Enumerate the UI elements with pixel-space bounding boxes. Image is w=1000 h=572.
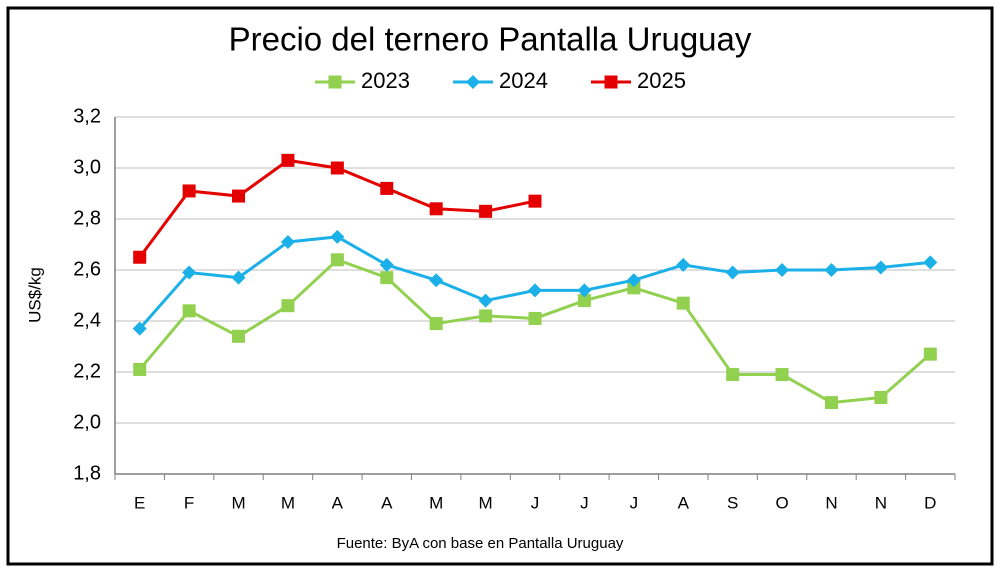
data-point xyxy=(824,263,839,277)
y-axis-label: US$/kg xyxy=(25,267,44,323)
data-point xyxy=(281,153,295,167)
data-point xyxy=(330,253,344,267)
y-tick-label: 3,2 xyxy=(73,105,101,127)
data-point xyxy=(775,368,789,382)
data-point xyxy=(232,189,246,203)
data-point xyxy=(873,260,888,275)
data-point xyxy=(132,321,147,336)
legend-label: 2025 xyxy=(637,68,686,93)
data-point xyxy=(380,271,394,285)
data-point xyxy=(281,299,295,313)
data-point xyxy=(726,368,740,382)
data-point xyxy=(280,234,295,249)
data-point xyxy=(923,255,938,270)
data-point xyxy=(528,194,542,208)
x-tick-label: A xyxy=(678,493,690,512)
y-tick-label: 1,8 xyxy=(73,462,101,484)
x-tick-label: F xyxy=(184,493,194,512)
data-point xyxy=(725,265,740,280)
data-point xyxy=(330,161,344,175)
data-point xyxy=(676,257,691,272)
data-point xyxy=(479,204,493,218)
x-tick-label: A xyxy=(381,493,393,512)
source-note: Fuente: ByA con base en Pantalla Uruguay xyxy=(337,535,624,552)
y-tick-label: 2,8 xyxy=(73,207,101,229)
legend-label: 2024 xyxy=(499,68,548,93)
chart-border xyxy=(6,6,994,566)
x-tick-label: M xyxy=(429,493,443,512)
data-point xyxy=(479,309,493,323)
data-point xyxy=(775,263,790,277)
data-point xyxy=(182,184,196,198)
legend-marker xyxy=(604,75,618,89)
data-point xyxy=(626,273,641,288)
data-point xyxy=(133,362,147,376)
data-point xyxy=(380,181,394,195)
data-point xyxy=(478,293,493,308)
chart-title: Precio del ternero Pantalla Uruguay xyxy=(229,21,752,58)
x-tick-label: D xyxy=(924,493,936,512)
data-point xyxy=(429,273,444,288)
data-point xyxy=(528,311,542,325)
data-point xyxy=(627,281,641,295)
x-tick-label: N xyxy=(825,493,837,512)
x-tick-label: J xyxy=(630,493,639,512)
y-tick-label: 2,4 xyxy=(73,309,101,331)
data-point xyxy=(232,329,246,343)
data-point xyxy=(182,265,197,280)
legend-label: 2023 xyxy=(361,68,410,93)
x-tick-label: O xyxy=(775,493,788,512)
x-tick-label: M xyxy=(479,493,493,512)
data-point xyxy=(379,257,394,272)
legend-marker xyxy=(466,75,480,89)
x-tick-label: E xyxy=(134,493,145,512)
x-tick-label: M xyxy=(281,493,295,512)
data-point xyxy=(231,270,246,285)
x-tick-label: M xyxy=(231,493,245,512)
data-point xyxy=(429,202,443,216)
data-point xyxy=(577,294,591,308)
y-tick-label: 2,2 xyxy=(73,360,101,382)
data-point xyxy=(676,296,690,310)
x-tick-label: A xyxy=(332,493,344,512)
data-point xyxy=(133,250,147,264)
y-tick-label: 3,0 xyxy=(73,156,101,178)
data-point xyxy=(429,317,443,331)
y-tick-label: 2,0 xyxy=(73,411,101,433)
x-tick-label: S xyxy=(727,493,738,512)
x-tick-label: J xyxy=(580,493,589,512)
data-point xyxy=(528,283,542,298)
data-point xyxy=(330,229,345,244)
data-point xyxy=(182,304,196,318)
data-point xyxy=(874,391,888,404)
x-tick-label: N xyxy=(875,493,887,512)
legend-marker xyxy=(328,75,342,89)
data-point xyxy=(824,396,838,410)
data-point xyxy=(923,347,937,361)
y-tick-label: 2,6 xyxy=(73,258,101,280)
x-tick-label: J xyxy=(531,493,540,512)
data-point xyxy=(577,283,592,298)
